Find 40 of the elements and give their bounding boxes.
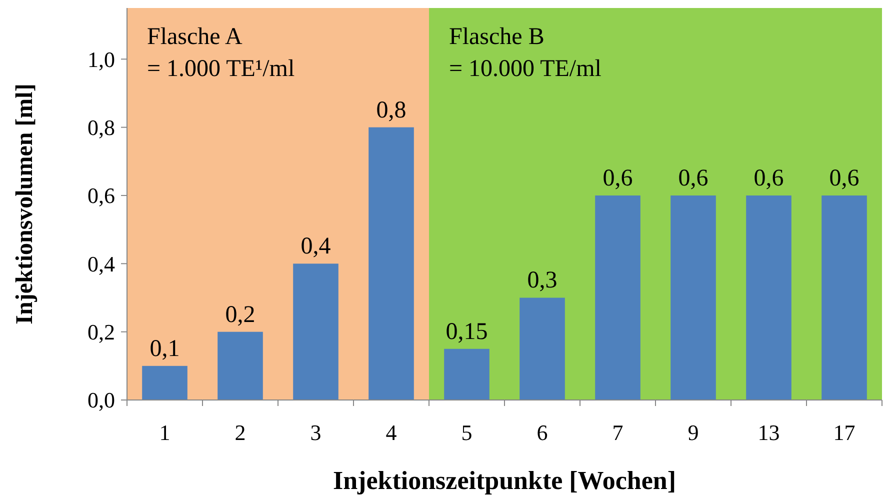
data-label: 0,15 xyxy=(446,318,488,345)
x-tick-label: 7 xyxy=(612,420,624,445)
data-label: 0,6 xyxy=(602,165,633,192)
y-tick-label: 0,0 xyxy=(88,388,115,413)
x-tick-label: 5 xyxy=(461,420,472,445)
data-label: 0,4 xyxy=(300,234,331,260)
y-tick-label: 0,4 xyxy=(88,251,115,276)
data-label: 0,3 xyxy=(527,268,558,294)
x-tick-label: 9 xyxy=(688,420,699,445)
y-tick-label: 0,8 xyxy=(88,115,115,140)
data-label: 0,1 xyxy=(150,336,180,362)
data-label: 0,6 xyxy=(678,165,708,192)
x-tick-label: 4 xyxy=(386,420,397,445)
bar xyxy=(670,195,716,400)
band-label: Flasche A = 1.000 TE¹/ml xyxy=(147,24,295,82)
bar xyxy=(142,366,188,400)
bar xyxy=(520,298,565,400)
data-label: 0,8 xyxy=(376,97,406,124)
y-tick-label: 1,0 xyxy=(88,46,115,72)
bar xyxy=(218,332,263,400)
bar xyxy=(746,195,792,400)
x-tick-label: 2 xyxy=(234,420,246,445)
x-tick-label: 13 xyxy=(758,420,780,445)
bar xyxy=(595,195,640,400)
bar xyxy=(822,195,867,400)
x-tick-label: 1 xyxy=(159,420,170,445)
bar xyxy=(444,348,490,400)
x-axis-title: Injektionszeitpunkte [Wochen] xyxy=(332,466,676,495)
bar xyxy=(368,127,414,400)
x-tick-label: 17 xyxy=(833,420,856,445)
data-label: 0,6 xyxy=(829,165,860,192)
data-label: 0,2 xyxy=(225,302,256,328)
bar xyxy=(293,264,338,400)
y-tick-label: 0,6 xyxy=(88,183,115,208)
y-tick-label: 0,2 xyxy=(88,320,115,345)
x-tick-label: 6 xyxy=(536,420,548,445)
y-axis-title: Injektionsvolumen [ml] xyxy=(12,84,38,324)
x-tick-label: 3 xyxy=(310,420,322,445)
band-label: Flasche B = 10.000 TE/ml xyxy=(449,24,602,82)
data-label: 0,6 xyxy=(754,165,784,192)
